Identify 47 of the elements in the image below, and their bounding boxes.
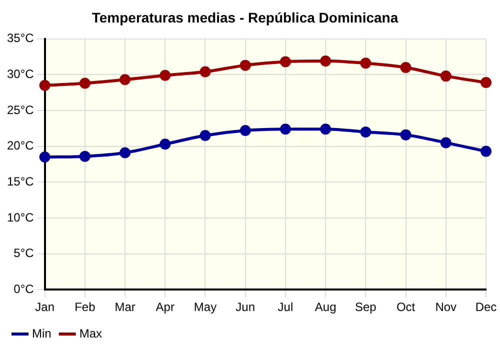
legend-label: Min <box>32 326 52 340</box>
y-tick-label: 15°C <box>7 174 34 188</box>
y-tick-label: 5°C <box>14 246 34 260</box>
point <box>79 150 90 162</box>
point <box>240 125 251 136</box>
point <box>320 124 332 135</box>
point <box>480 77 492 88</box>
legend-label: Max <box>79 326 102 340</box>
y-tick-label: 30°C <box>7 66 34 81</box>
x-tick-label: Jul <box>278 300 294 314</box>
point <box>240 60 251 71</box>
x-tick-label: Dec <box>475 300 497 314</box>
x-tick-label: Jan <box>35 300 54 314</box>
x-tick-label: Oct <box>396 300 416 314</box>
point <box>280 56 291 68</box>
point <box>79 78 90 89</box>
point <box>440 137 452 148</box>
point <box>440 70 452 82</box>
x-tick-label: May <box>194 300 217 314</box>
point <box>360 126 372 138</box>
point <box>400 62 412 73</box>
point <box>320 56 332 67</box>
y-tick-label: 0°C <box>14 282 34 296</box>
point <box>39 152 50 163</box>
x-tick-label: Apr <box>156 300 174 314</box>
point <box>120 147 131 158</box>
x-tick-label: Jun <box>236 300 256 314</box>
x-tick-label: Mar <box>114 300 136 314</box>
x-tick-label: Feb <box>74 300 96 314</box>
point <box>120 74 131 86</box>
y-tick-label: 35°C <box>7 31 34 46</box>
y-tick-label: 25°C <box>7 102 34 117</box>
point <box>39 80 50 91</box>
point <box>200 130 211 142</box>
point <box>400 129 412 140</box>
point <box>200 66 211 78</box>
y-tick-label: 10°C <box>7 210 34 224</box>
y-tick-label: 20°C <box>7 138 34 153</box>
point <box>160 138 171 150</box>
point <box>360 58 372 69</box>
x-tick-label: Aug <box>314 300 336 314</box>
chart-title: Temperaturas medias - República Dominicana <box>92 9 398 26</box>
x-tick-label: Nov <box>435 300 457 314</box>
x-tick-label: Sep <box>354 300 377 314</box>
point <box>280 124 291 135</box>
point <box>480 146 492 157</box>
point <box>160 70 171 81</box>
